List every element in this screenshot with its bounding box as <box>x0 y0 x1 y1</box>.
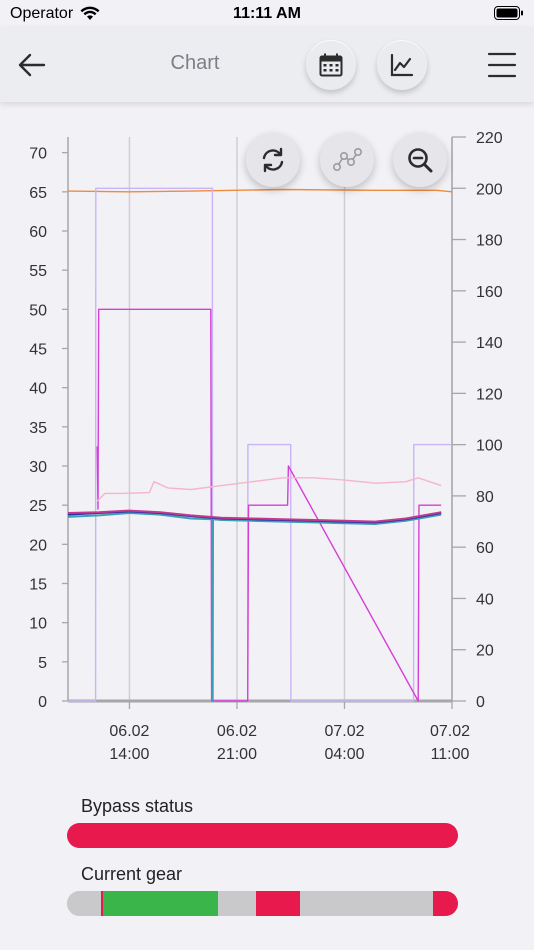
series-line-1 <box>68 187 452 702</box>
gear-segment <box>67 891 102 916</box>
x-tick-label-time: 11:00 <box>431 746 470 763</box>
chart-type-button[interactable] <box>377 40 427 90</box>
zoom-out-button[interactable] <box>393 133 447 187</box>
chart-axes <box>62 136 466 709</box>
current-gear-label: Current gear <box>81 864 183 884</box>
app-header: Chart <box>0 28 534 102</box>
y-left-tick-label: 5 <box>38 655 47 672</box>
wifi-icon <box>80 6 100 20</box>
y-left-tick-label: 45 <box>29 342 47 359</box>
back-button[interactable] <box>14 50 50 80</box>
x-tick-label-time: 14:00 <box>109 746 149 763</box>
y-right-tick-label: 120 <box>476 386 503 403</box>
series-line-0 <box>67 188 453 193</box>
y-left-tick-label: 60 <box>29 224 47 241</box>
y-right-tick-label: 20 <box>476 643 494 660</box>
status-bar: Operator 11:11 AM <box>0 0 534 28</box>
series-line-4 <box>67 512 442 702</box>
carrier-label: Operator <box>10 5 74 22</box>
y-right-tick-label: 60 <box>476 540 494 557</box>
y-right-tick-label: 200 <box>476 181 503 198</box>
y-left-tick-label: 25 <box>29 498 47 515</box>
series-line-6 <box>67 509 442 523</box>
data-points-button[interactable] <box>320 133 374 187</box>
x-tick-label-time: 21:00 <box>217 746 257 763</box>
y-left-tick-label: 30 <box>29 459 47 476</box>
calendar-icon <box>319 53 343 77</box>
chart-tick-labels: 0 5 10 15 20 25 30 35 40 45 50 55 60 65 70 0 20 40 60 80 100… <box>29 130 503 763</box>
gear-segment <box>255 891 300 916</box>
x-tick-label-date: 07.02 <box>430 723 470 740</box>
zoom-out-icon <box>408 148 433 173</box>
y-left-tick-label: 70 <box>29 146 47 163</box>
hamburger-menu-icon <box>487 52 517 78</box>
y-right-tick-label: 180 <box>476 233 503 250</box>
x-tick-label-time: 04:00 <box>324 746 364 763</box>
y-left-tick-label: 40 <box>29 381 47 398</box>
series-line-3 <box>96 477 442 502</box>
y-right-tick-label: 40 <box>476 591 494 608</box>
y-left-tick-label: 55 <box>29 263 47 280</box>
arrow-left-icon <box>18 53 46 77</box>
chart-series <box>67 187 453 702</box>
y-left-tick-label: 15 <box>29 577 47 594</box>
menu-button[interactable] <box>486 50 518 80</box>
y-right-tick-label: 160 <box>476 284 503 301</box>
bypass-status-label: Bypass status <box>81 796 194 816</box>
data-points-icon <box>332 147 362 171</box>
clock: 11:11 AM <box>233 5 301 22</box>
y-right-tick-label: 220 <box>476 130 503 147</box>
gear-segment <box>433 891 458 916</box>
y-right-tick-label: 140 <box>476 335 503 352</box>
y-left-tick-label: 65 <box>29 185 47 202</box>
y-left-tick-label: 0 <box>38 694 47 711</box>
y-right-tick-label: 80 <box>476 489 494 506</box>
page-title: Chart <box>170 52 220 74</box>
calendar-button[interactable] <box>306 40 356 90</box>
x-tick-label-date: 07.02 <box>324 723 364 740</box>
x-tick-label-date: 06.02 <box>109 723 149 740</box>
refresh-button[interactable] <box>246 133 300 187</box>
y-left-tick-label: 20 <box>29 537 47 554</box>
y-left-tick-label: 10 <box>29 616 47 633</box>
gear-segment <box>299 891 434 916</box>
current-gear-bar <box>67 891 458 916</box>
y-right-tick-label: 0 <box>476 694 485 711</box>
x-tick-label-date: 06.02 <box>217 723 257 740</box>
line-chart[interactable]: 0 5 10 15 20 25 30 35 40 45 50 55 60 65 70 0 20 40 60 80 100… <box>0 102 534 782</box>
y-left-tick-label: 50 <box>29 302 47 319</box>
line-chart-icon <box>390 53 414 77</box>
bypass-status-bar <box>67 823 458 848</box>
battery-icon <box>494 6 523 20</box>
refresh-icon <box>262 147 284 173</box>
y-left-tick-label: 35 <box>29 420 47 437</box>
gear-segment <box>218 891 256 916</box>
gear-segment <box>103 891 219 916</box>
bypass-segment <box>67 823 458 848</box>
gear-segment <box>101 891 104 916</box>
y-right-tick-label: 100 <box>476 438 503 455</box>
series-line-2 <box>96 308 442 702</box>
